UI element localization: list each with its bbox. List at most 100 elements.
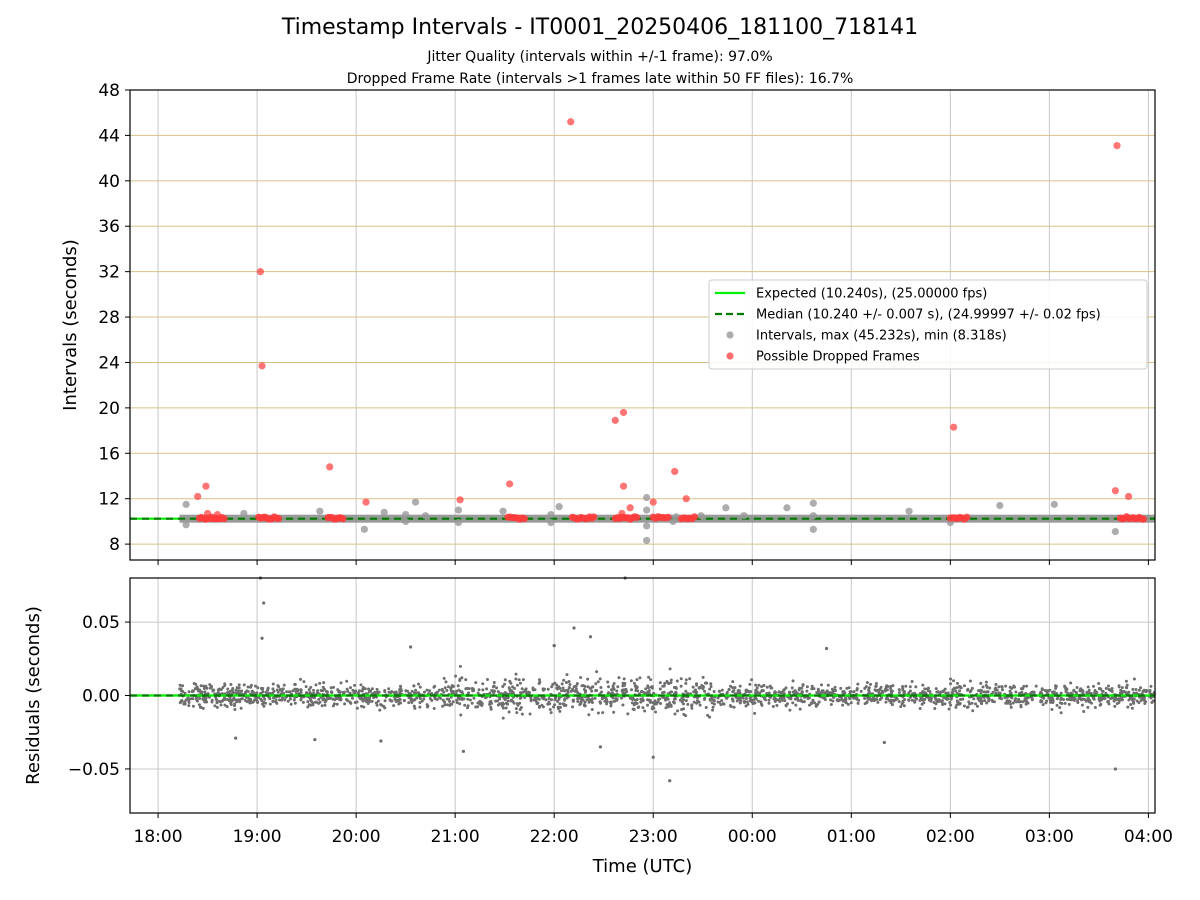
intervals-ylabel: Intervals (seconds) bbox=[60, 239, 81, 411]
residual-point-81 bbox=[709, 684, 713, 688]
residual-point-2082 bbox=[234, 691, 238, 695]
residual-point-2144 bbox=[598, 700, 602, 704]
residual-point-1954 bbox=[1032, 690, 1036, 694]
residual-point-1606 bbox=[704, 681, 708, 685]
residual-point-1125 bbox=[934, 687, 938, 691]
residual-point-2129 bbox=[579, 700, 583, 704]
residual-point-1364 bbox=[351, 688, 355, 692]
dropped-point-5 bbox=[362, 498, 370, 506]
residual-point-196 bbox=[954, 705, 958, 709]
residual-point-2128 bbox=[407, 701, 411, 705]
residual-point-2191 bbox=[884, 685, 888, 689]
residual-point-717 bbox=[839, 686, 843, 690]
residual-point-1594 bbox=[904, 684, 908, 688]
residual-point-2196 bbox=[1081, 691, 1085, 695]
residual-point-74 bbox=[561, 686, 565, 690]
residual-point-957 bbox=[651, 701, 655, 705]
residual-point-1170 bbox=[1059, 711, 1063, 715]
residual-point-1966 bbox=[750, 698, 754, 702]
residual-point-1927 bbox=[377, 690, 381, 694]
residual-point-1988 bbox=[662, 684, 666, 688]
residual-point-2006 bbox=[327, 697, 331, 701]
residual-point-1167 bbox=[1065, 697, 1069, 701]
residual-point-2299 bbox=[737, 697, 741, 701]
residual-point-232 bbox=[317, 697, 321, 701]
residual-point-1460 bbox=[1087, 688, 1091, 692]
interval-point-14 bbox=[547, 518, 555, 527]
interval-point-30 bbox=[905, 507, 913, 515]
residual-point-1723 bbox=[1140, 696, 1144, 700]
dropped-cluster-6-6 bbox=[664, 513, 672, 521]
residual-point-477 bbox=[306, 705, 310, 709]
residual-point-1142 bbox=[641, 699, 645, 703]
residual-point-480 bbox=[791, 679, 795, 683]
residual-point-32 bbox=[750, 678, 754, 682]
residual-point-221 bbox=[1020, 690, 1024, 694]
residual-point-2187 bbox=[642, 691, 646, 695]
residual-point-235 bbox=[428, 689, 432, 693]
residual-point-541 bbox=[344, 698, 348, 702]
residual-point-2064 bbox=[871, 696, 875, 700]
residual-point-2130 bbox=[418, 685, 422, 689]
residual-point-1259 bbox=[1000, 688, 1004, 692]
legend-entry-1: Median (10.240 +/- 0.007 s), (24.99997 +… bbox=[756, 308, 1101, 323]
residual-point-2137 bbox=[985, 701, 989, 705]
residual-point-2210 bbox=[721, 702, 725, 706]
residual-point-1258 bbox=[191, 697, 195, 701]
residual-point-488 bbox=[757, 683, 761, 687]
residual-point-2298 bbox=[753, 701, 757, 705]
intervals-ytick-label-32: 32 bbox=[98, 263, 120, 283]
residual-point-723 bbox=[901, 687, 905, 691]
residual-point-1467 bbox=[339, 681, 343, 685]
residual-point-1264 bbox=[679, 684, 683, 688]
residual-point-2105 bbox=[731, 680, 735, 684]
residual-point-1190 bbox=[528, 712, 532, 716]
residual-point-1870 bbox=[556, 687, 560, 691]
residual-point-473 bbox=[731, 686, 735, 690]
residual-point-202 bbox=[829, 703, 833, 707]
residual-point-2268 bbox=[849, 690, 853, 694]
residual-point-2270 bbox=[790, 686, 794, 690]
residual-point-1605 bbox=[576, 700, 580, 704]
residual-point-1697 bbox=[246, 685, 250, 689]
residual-point-2251 bbox=[548, 707, 552, 711]
residual-point-391 bbox=[198, 697, 202, 701]
residual-point-830 bbox=[749, 690, 753, 694]
residual-point-966 bbox=[1113, 704, 1117, 708]
residual-point-146 bbox=[609, 688, 613, 692]
residual-point-1183 bbox=[1129, 702, 1133, 706]
residual-point-681 bbox=[226, 687, 230, 691]
residual-point-1730 bbox=[1083, 698, 1087, 702]
residual-point-1402 bbox=[556, 699, 560, 703]
residual-point-1719 bbox=[204, 700, 208, 704]
residual-point-1128 bbox=[598, 677, 602, 681]
residual-point-2233 bbox=[876, 689, 880, 693]
residual-point-2179 bbox=[549, 711, 553, 715]
residual-point-1622 bbox=[843, 696, 847, 700]
residual-point-2232 bbox=[725, 696, 729, 700]
residual-point-2123 bbox=[710, 696, 714, 700]
residual-point-1409 bbox=[323, 703, 327, 707]
residual-point-2278 bbox=[600, 696, 604, 700]
residual-point-2184 bbox=[331, 697, 335, 701]
residual-point-2037 bbox=[982, 695, 986, 699]
residual-point-1537 bbox=[501, 706, 505, 710]
residual-point-1066 bbox=[692, 700, 696, 704]
residual-point-545 bbox=[488, 702, 492, 706]
residual-point-401 bbox=[666, 697, 670, 701]
residual-point-1955 bbox=[1019, 705, 1023, 709]
residual-point-953 bbox=[684, 699, 688, 703]
residual-point-2004 bbox=[375, 703, 379, 707]
residual-point-1932 bbox=[999, 697, 1003, 701]
residual-point-945 bbox=[962, 684, 966, 688]
xtick-label-22:00: 22:00 bbox=[530, 827, 579, 847]
residual-point-728 bbox=[629, 679, 633, 683]
dropped-point-14 bbox=[671, 467, 679, 476]
residual-point-1878 bbox=[720, 699, 724, 703]
residual-point-1547 bbox=[586, 685, 590, 689]
residual-point-2160 bbox=[845, 686, 849, 690]
residual-point-2154 bbox=[765, 685, 769, 689]
dropped-cluster-3-7 bbox=[520, 515, 529, 523]
residual-point-1838 bbox=[975, 704, 979, 708]
